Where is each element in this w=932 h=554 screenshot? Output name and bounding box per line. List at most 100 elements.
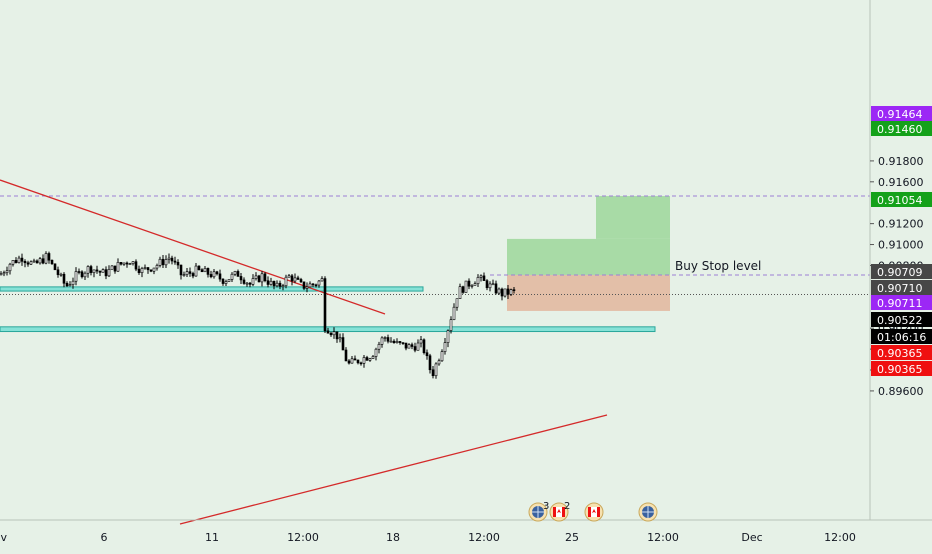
price-tag-label: 0.91464: [877, 108, 923, 121]
price-tick-label: 0.91600: [878, 176, 924, 189]
candle-body: [476, 277, 480, 285]
candle-body: [437, 360, 441, 365]
candle-body: [404, 342, 408, 349]
price-tag[interactable]: 0.90365: [871, 345, 932, 360]
price-tag-label: 0.90522: [877, 314, 923, 327]
price-tag[interactable]: 0.90522: [871, 312, 932, 327]
candle-body: [95, 269, 99, 272]
price-tag[interactable]: 0.90710: [871, 280, 932, 295]
candle-body: [365, 357, 369, 361]
candle-body: [260, 273, 264, 283]
price-tag-label: 0.90365: [877, 363, 923, 376]
candle-body: [359, 362, 363, 365]
canada-flag-icon[interactable]: [584, 502, 604, 522]
time-tick-label: 25: [565, 531, 579, 544]
event-count: 3: [543, 501, 549, 512]
candle-body: [8, 263, 12, 272]
candle-body: [293, 277, 297, 282]
lines-layer: [0, 179, 870, 525]
flag-bar-left: [553, 507, 556, 517]
candle-body: [53, 263, 57, 271]
take-profit-zone-far[interactable]: [596, 196, 670, 239]
price-tag-bg: [871, 121, 932, 136]
event-count: 2: [564, 501, 570, 512]
candle-body: [158, 258, 162, 266]
flag-bar-left: [588, 507, 591, 517]
candle-body: [512, 289, 516, 291]
candle-body: [377, 344, 381, 350]
candle-body: [137, 268, 141, 273]
stop-loss-zone[interactable]: [507, 274, 670, 311]
candle-body: [302, 281, 306, 289]
candle-body: [383, 337, 387, 339]
price-tag[interactable]: 0.91460: [871, 121, 932, 136]
candle-body: [134, 261, 138, 270]
trendline-2[interactable]: [179, 414, 608, 525]
price-tag[interactable]: 01:06:16: [871, 329, 932, 344]
take-profit-zone-near[interactable]: [507, 238, 670, 275]
candle-body: [179, 264, 183, 276]
candle-body: [506, 288, 510, 295]
candle-body: [119, 262, 123, 265]
support-zone-1[interactable]: [0, 286, 424, 292]
candle-body: [44, 253, 48, 264]
candle-body: [59, 273, 63, 276]
candle-body: [290, 275, 294, 282]
maple-leaf: [557, 509, 561, 513]
candle-body: [203, 268, 207, 273]
price-tick-label: 0.91800: [878, 155, 924, 168]
candle-body: [266, 280, 270, 285]
candle-body: [116, 262, 120, 272]
candle-body: [323, 278, 327, 332]
candle-body: [491, 283, 495, 286]
candle-body: [416, 342, 420, 351]
price-tag[interactable]: 0.90709: [871, 264, 932, 279]
candle-body: [131, 261, 135, 264]
price-tag[interactable]: 0.91464: [871, 106, 932, 121]
candle-body: [344, 349, 348, 362]
globe-flag-icon[interactable]: 3: [528, 501, 549, 522]
price-tick-label: 0.91200: [878, 218, 924, 231]
candle-body: [74, 271, 78, 282]
price-tag[interactable]: 0.91054: [871, 192, 932, 207]
candle-body: [458, 286, 462, 299]
candle-body: [455, 298, 459, 308]
candle-body: [2, 272, 6, 275]
candle-body: [140, 268, 144, 273]
price-tag-label: 0.90365: [877, 347, 923, 360]
candle-body: [470, 285, 474, 287]
candle-body: [32, 260, 36, 263]
candle-body: [83, 272, 87, 278]
candle-body: [347, 360, 351, 364]
candle-body: [425, 352, 429, 357]
candle-body: [71, 280, 75, 285]
globe-flag-icon[interactable]: [638, 502, 658, 522]
candle-body: [446, 330, 450, 343]
candle-body: [419, 339, 423, 344]
buy-stop-label: Buy Stop level: [675, 259, 761, 273]
candle-body: [509, 289, 513, 295]
globe-lines: [532, 506, 544, 518]
candle-body: [227, 279, 231, 282]
candle-body: [224, 281, 228, 284]
candle-body: [65, 282, 69, 287]
candle-body: [320, 278, 324, 282]
price-tag[interactable]: 0.90365: [871, 361, 932, 376]
price-tag[interactable]: 0.90711: [871, 295, 932, 310]
candle-body: [263, 273, 267, 282]
zones-layer: [0, 196, 670, 333]
candle-body: [17, 257, 21, 264]
trendline-1[interactable]: [0, 179, 386, 315]
candle-body: [209, 274, 213, 278]
candle-body: [473, 283, 477, 286]
canada-flag-icon[interactable]: 2: [549, 501, 570, 522]
candle-body: [38, 258, 42, 264]
candle-body: [431, 369, 435, 377]
time-axis[interactable]: Nov 6 11 12:00 18 12:00 25 12:00 Dec 12:00: [0, 531, 856, 544]
candle-body: [413, 346, 417, 351]
candle-body: [338, 337, 342, 340]
